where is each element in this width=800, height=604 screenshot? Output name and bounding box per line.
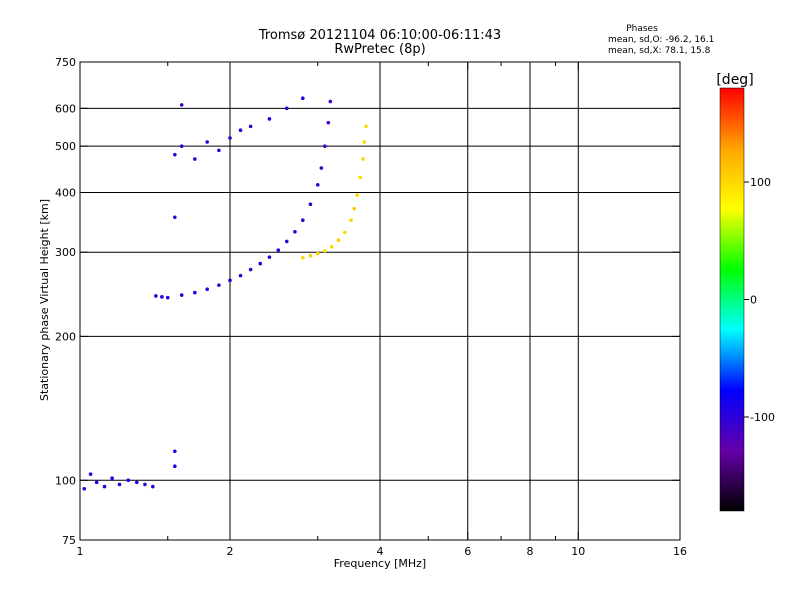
data-point <box>193 157 197 161</box>
x-tick-label: 16 <box>673 545 687 558</box>
data-point <box>228 136 232 140</box>
y-tick-label: 200 <box>55 330 76 343</box>
data-point <box>301 218 305 223</box>
chart-subtitle: RwPretec (8p) <box>334 42 425 57</box>
data-point <box>355 193 359 197</box>
data-point <box>352 206 356 211</box>
data-point <box>308 253 313 258</box>
phases-header: Phases <box>626 24 658 34</box>
data-point <box>328 99 333 104</box>
data-point <box>301 96 305 100</box>
x-tick-label: 2 <box>227 545 234 558</box>
data-point <box>336 238 341 242</box>
data-point <box>117 482 122 487</box>
phases-stat-x: mean, sd,X: 78.1, 15.8 <box>608 46 711 56</box>
data-point <box>315 251 320 256</box>
y-tick-label: 100 <box>55 474 76 487</box>
colorbar-tick-label: 100 <box>750 176 771 189</box>
data-point <box>102 484 107 489</box>
data-point <box>173 449 177 454</box>
data-point <box>82 486 87 491</box>
chart-title: Tromsø 20121104 06:10:00-06:11:43 <box>258 28 501 43</box>
x-tick-label: 1 <box>77 545 84 558</box>
x-tick-label: 6 <box>464 545 471 558</box>
data-point <box>349 218 353 223</box>
data-point <box>205 287 209 292</box>
data-point <box>94 480 99 485</box>
data-point <box>267 255 272 259</box>
data-point <box>258 261 263 266</box>
data-point <box>217 283 221 287</box>
data-point <box>193 290 197 295</box>
data-point <box>329 244 334 249</box>
data-point <box>134 480 139 485</box>
data-point <box>173 464 177 469</box>
data-point <box>267 117 272 121</box>
y-tick-label: 600 <box>55 102 76 115</box>
data-point <box>173 215 177 220</box>
plot-grid <box>80 62 680 540</box>
data-point <box>179 103 184 107</box>
data-point <box>293 230 297 234</box>
data-point <box>165 295 170 300</box>
colorbar-label: [deg] <box>716 72 753 88</box>
data-point <box>361 157 365 161</box>
data-point <box>228 278 232 283</box>
data-point <box>110 476 114 481</box>
data-point <box>358 175 362 180</box>
y-axis-label: Stationary phase Virtual Height [km] <box>38 199 51 401</box>
data-points <box>82 96 368 491</box>
y-tick-label: 750 <box>55 56 76 69</box>
data-point <box>217 148 221 153</box>
data-point <box>143 482 147 487</box>
data-point <box>154 294 158 298</box>
data-point <box>323 249 327 253</box>
y-axis: 75 100 200 300 400 500 600 750 <box>55 56 680 547</box>
data-point <box>248 124 253 129</box>
data-point <box>205 140 209 144</box>
data-point <box>151 484 155 489</box>
phases-stat-o: mean, sd,O: -96.2, 16.1 <box>608 35 714 45</box>
data-point <box>284 106 289 111</box>
data-point <box>326 120 331 125</box>
data-point <box>364 124 368 129</box>
data-point <box>179 144 184 148</box>
data-point <box>308 202 313 207</box>
data-point <box>362 140 367 144</box>
data-point <box>323 144 327 148</box>
y-tick-label: 300 <box>55 246 76 259</box>
y-tick-label: 400 <box>55 186 76 199</box>
colorbar-tick-label: -100 <box>750 411 775 424</box>
y-tick-label: 500 <box>55 140 76 153</box>
colorbar-ticks: 100 0 -100 <box>744 176 775 424</box>
x-tick-label: 10 <box>571 545 585 558</box>
data-point <box>179 293 184 297</box>
x-axis-label: Frequency [MHz] <box>334 557 426 570</box>
data-point <box>248 267 253 272</box>
y-tick-label: 75 <box>62 534 76 547</box>
x-axis: 1 2 4 6 8 10 16 <box>77 62 687 558</box>
data-point <box>173 152 177 157</box>
data-point <box>126 478 131 483</box>
data-point <box>160 295 164 299</box>
data-point <box>238 128 243 132</box>
x-tick-label: 4 <box>377 545 384 558</box>
data-point <box>284 239 289 244</box>
data-point <box>343 230 347 235</box>
data-point <box>88 472 93 476</box>
x-tick-label: 8 <box>527 545 534 558</box>
data-point <box>301 256 305 260</box>
data-point <box>319 166 324 170</box>
colorbar-tick-label: 0 <box>750 294 757 307</box>
colorbar <box>719 87 745 512</box>
data-point <box>238 273 243 278</box>
data-point <box>315 183 320 187</box>
data-point <box>276 248 281 252</box>
